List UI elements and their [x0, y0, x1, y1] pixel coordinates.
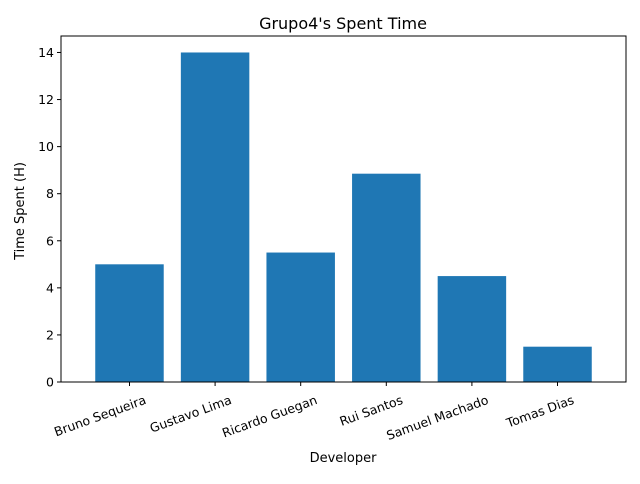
- y-tick-label: 8: [46, 186, 54, 201]
- bar-samuel-machado: [437, 276, 507, 382]
- axes-layer: [60, 35, 627, 383]
- y-tick-label: 10: [38, 139, 54, 154]
- bar-tomas-dias: [523, 346, 592, 382]
- bar-gustavo-lima: [180, 52, 250, 382]
- y-tick-label: 2: [46, 327, 54, 342]
- y-tick-label: 0: [46, 375, 54, 390]
- bar-bruno-sequeira: [95, 264, 164, 382]
- bars-layer: [95, 52, 592, 382]
- y-tick-label: 4: [46, 280, 54, 295]
- y-tick-label: 6: [46, 233, 54, 248]
- chart-title: Grupo4's Spent Time: [259, 14, 427, 33]
- y-tick-label: 12: [38, 92, 54, 107]
- bar-ricardo-guegan: [266, 252, 335, 382]
- x-axis-label: Developer: [310, 451, 378, 466]
- plot-frame: [60, 35, 627, 383]
- y-tick-label: 14: [38, 45, 54, 60]
- y-axis-label: Time Spent (H): [13, 162, 28, 261]
- bar-rui-santos: [352, 173, 421, 382]
